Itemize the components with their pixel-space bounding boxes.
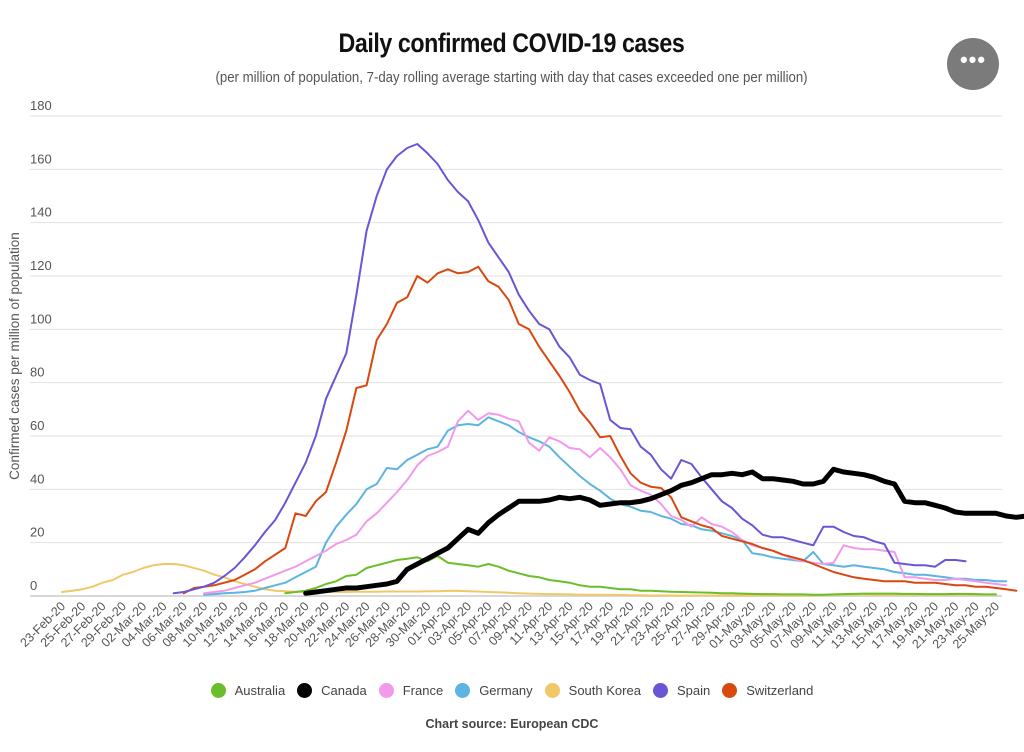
y-tick-label: 80 — [30, 365, 44, 380]
series-line-spain[interactable] — [172, 143, 967, 595]
y-tick-label: 120 — [30, 258, 52, 273]
legend-item-france[interactable]: France — [378, 683, 444, 698]
legend-item-germany[interactable]: Germany — [455, 683, 533, 698]
chart-subtitle: (per million of population, 7-day rollin… — [215, 69, 808, 86]
y-tick-label: 160 — [30, 151, 52, 166]
legend-swatch-icon — [544, 683, 560, 698]
legend: Australia Canada France Germany South Korea S… — [0, 683, 1024, 698]
legend-label: Canada — [321, 683, 367, 698]
legend-item-spain[interactable]: Spain — [652, 683, 711, 698]
legend-label: Spain — [676, 683, 711, 698]
series-line-south-korea[interactable] — [61, 563, 997, 597]
y-tick-label: 140 — [30, 205, 52, 220]
series-line-france[interactable] — [203, 409, 1008, 595]
legend-swatch-icon — [210, 683, 226, 698]
series-line-australia[interactable] — [284, 555, 997, 596]
y-tick-label: 20 — [30, 525, 44, 540]
chart-menu-button[interactable]: ••• — [947, 38, 999, 90]
legend-label: South Korea — [568, 683, 641, 698]
series-line-canada[interactable] — [303, 466, 1024, 596]
legend-label: France — [402, 683, 444, 698]
series-line-germany[interactable] — [203, 416, 1008, 596]
legend-item-australia[interactable]: Australia — [210, 683, 286, 698]
y-tick-label: 40 — [30, 471, 44, 486]
line-chart: 0 20 40 60 80 100 120 140 160 180 23-Feb-2025-Feb… — [7, 98, 1024, 651]
y-tick-label: 60 — [30, 418, 44, 433]
legend-swatch-icon — [378, 683, 394, 698]
legend-swatch-icon — [722, 683, 738, 698]
legend-swatch-icon — [652, 683, 668, 698]
legend-label: Germany — [479, 683, 533, 698]
legend-item-canada[interactable]: Canada — [297, 683, 367, 698]
chart-title: Daily confirmed COVID-19 cases — [338, 28, 685, 58]
x-axis-ticks: 23-Feb-2025-Feb-2027-Feb-2029-Feb-2002-M… — [17, 599, 1002, 651]
y-axis-label: Confirmed cases per million of populatio… — [7, 232, 22, 480]
legend-swatch-icon — [455, 683, 471, 698]
more-horizontal-icon: ••• — [959, 47, 987, 72]
legend-label: Australia — [234, 683, 286, 698]
legend-swatch-icon — [297, 683, 313, 698]
series-line-switzerland[interactable] — [182, 265, 1018, 595]
series-lines — [61, 143, 1024, 597]
y-tick-label: 0 — [30, 578, 37, 593]
legend-item-south-korea[interactable]: South Korea — [544, 683, 641, 698]
chart-source: Chart source: European CDC — [425, 717, 599, 731]
legend-label: Switzerland — [746, 683, 814, 698]
gridlines — [30, 115, 1002, 597]
legend-item-switzerland[interactable]: Switzerland — [722, 683, 813, 698]
y-tick-label: 180 — [30, 98, 52, 113]
y-tick-label: 100 — [30, 311, 52, 326]
y-axis-ticks: 0 20 40 60 80 100 120 140 160 180 — [30, 98, 52, 593]
